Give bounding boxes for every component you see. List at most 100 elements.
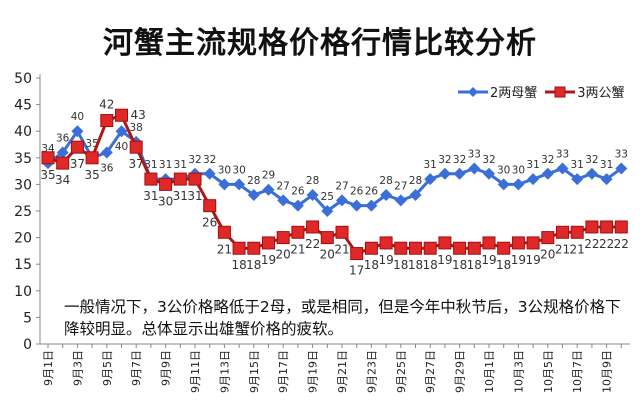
data-point-male: [173, 172, 187, 186]
data-label: 18: [452, 258, 467, 272]
data-label: 18: [467, 258, 482, 272]
data-label: 26: [202, 216, 217, 230]
data-label: 30: [158, 194, 173, 208]
data-label: 18: [423, 258, 438, 272]
y-tick-label: 35: [14, 151, 32, 167]
annotation-text: 一般情况下，3公价格略低于2母，或是相同，但是今年中秋节后，3公规格价格下降较明…: [64, 298, 621, 338]
data-point-female: [527, 173, 540, 186]
data-point-male: [379, 236, 393, 250]
data-point-female: [336, 194, 348, 207]
data-label: 19: [525, 253, 540, 267]
data-point-female: [380, 189, 393, 202]
y-tick-label: 5: [23, 310, 32, 326]
data-point-female: [71, 125, 84, 138]
data-label: 18: [408, 258, 423, 272]
data-point-male: [320, 231, 334, 245]
x-tick-label: 9月3日: [71, 350, 84, 386]
data-point-male: [306, 220, 320, 234]
data-label: 21: [334, 242, 349, 256]
data-label: 31: [144, 159, 157, 171]
x-tick-label: 9月7日: [130, 350, 143, 386]
data-label: 31: [173, 189, 188, 203]
data-point-male: [556, 225, 569, 239]
data-label: 32: [203, 154, 216, 166]
data-label: 18: [364, 258, 379, 272]
data-point-female: [600, 173, 613, 186]
data-label: 22: [305, 237, 320, 251]
data-label: 33: [468, 148, 481, 160]
data-point-female: [233, 178, 246, 191]
diamond-marker-icon: [458, 86, 488, 97]
data-label: 32: [482, 154, 495, 166]
legend-label: 3两公蟹: [577, 86, 625, 101]
data-point-female: [571, 173, 584, 186]
data-label: 33: [615, 148, 628, 160]
data-point-male: [497, 241, 511, 255]
x-tick-label: 9月27日: [424, 350, 437, 393]
data-point-female: [497, 178, 510, 191]
x-tick-label: 9月9日: [160, 350, 173, 386]
data-point-male: [511, 236, 525, 250]
data-label: 22: [584, 237, 599, 251]
data-point-male: [144, 172, 158, 186]
y-tick-label: 20: [14, 231, 32, 247]
x-tick-label: 10月3日: [512, 350, 525, 393]
data-label: 19: [511, 253, 526, 267]
x-tick-label: 9月23日: [365, 350, 378, 393]
data-label: 21: [570, 242, 585, 256]
x-tick-label: 9月15日: [248, 350, 261, 393]
data-point-male: [350, 247, 364, 261]
data-label: 18: [496, 258, 511, 272]
data-point-male: [467, 241, 481, 255]
data-point-female: [468, 162, 481, 175]
data-point-female: [556, 162, 569, 175]
data-point-female: [291, 199, 304, 212]
data-point-female: [483, 167, 495, 180]
data-label: 36: [100, 162, 114, 174]
series-line-male: [47, 113, 622, 256]
data-point-male: [335, 225, 349, 239]
data-point-female: [100, 146, 113, 159]
data-label: 32: [453, 154, 466, 166]
data-point-female: [512, 178, 525, 191]
data-label: 22: [599, 237, 614, 251]
data-point-female: [365, 199, 378, 212]
data-point-male: [291, 225, 305, 239]
legend: 2两母蟹 3两公蟹: [458, 82, 625, 101]
legend-item-female: 2两母蟹: [458, 82, 537, 101]
y-tick-label: 50: [14, 71, 32, 87]
data-label: 38: [130, 122, 143, 134]
data-label: 30: [512, 164, 525, 176]
x-tick-label: 9月5日: [101, 350, 114, 386]
square-marker-icon: [545, 86, 576, 97]
data-label: 35: [84, 168, 99, 182]
x-tick-label: 10月9日: [601, 350, 614, 393]
data-label: 35: [40, 168, 55, 182]
legend-label: 2两母蟹: [490, 86, 538, 101]
data-point-male: [100, 114, 114, 128]
x-tick-label: 9月19日: [307, 350, 320, 393]
y-tick-label: 0: [23, 337, 32, 353]
data-point-male: [614, 220, 628, 234]
data-label: 18: [231, 258, 246, 272]
x-tick-label: 9月21日: [336, 350, 349, 393]
data-point-female: [115, 125, 128, 138]
x-tick-label: 9月29日: [454, 350, 467, 393]
data-point-male: [423, 241, 437, 255]
data-label: 20: [320, 248, 335, 262]
y-tick-label: 30: [14, 177, 32, 193]
data-label: 26: [365, 186, 379, 198]
data-label: 31: [600, 159, 613, 171]
data-label: 40: [71, 111, 84, 123]
data-label: 28: [409, 175, 422, 187]
data-point-male: [453, 241, 467, 255]
data-label: 32: [438, 154, 451, 166]
data-label: 32: [585, 154, 598, 166]
data-label: 30: [218, 164, 231, 176]
data-label: 31: [424, 159, 437, 171]
y-tick-label: 40: [14, 124, 32, 140]
data-point-male: [188, 172, 202, 186]
data-label: 37: [129, 157, 144, 171]
